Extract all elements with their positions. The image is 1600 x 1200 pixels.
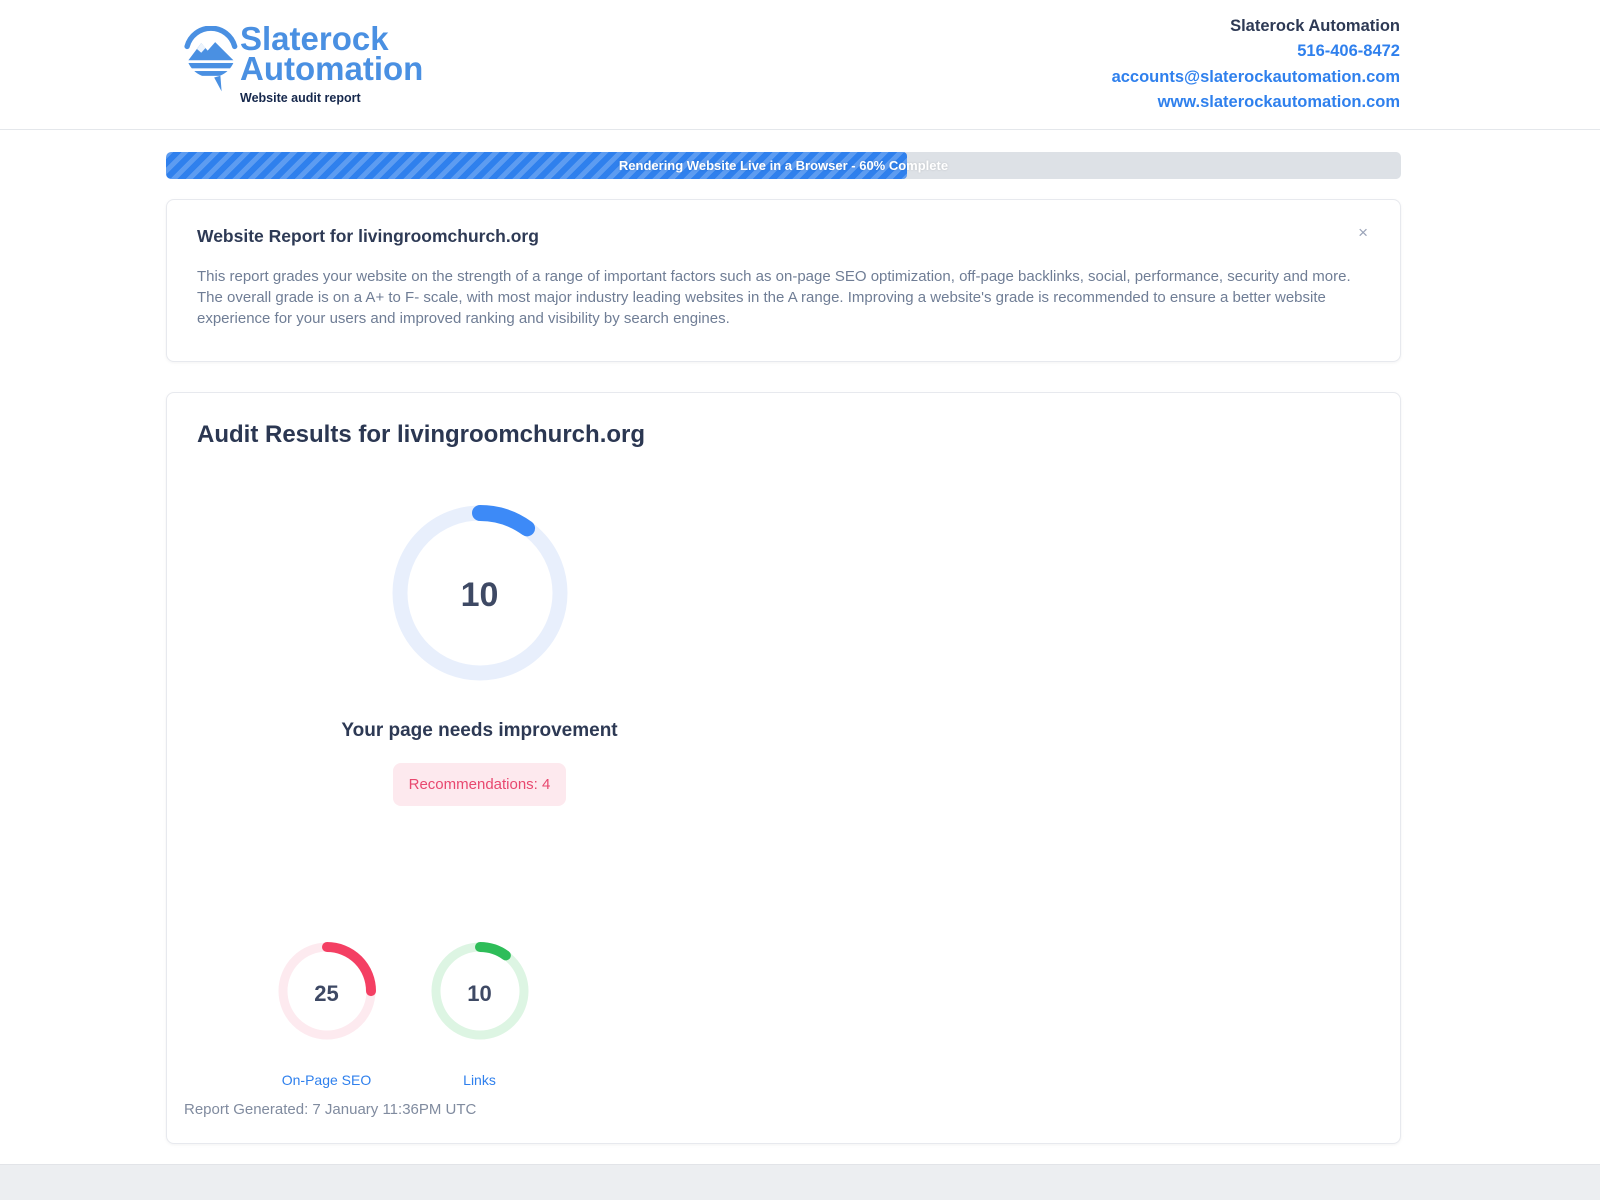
overall-score-value: 10: [460, 576, 499, 614]
render-progress-bar: Rendering Website Live in a Browser - 60…: [166, 152, 1401, 179]
progress-label: Rendering Website Live in a Browser - 60…: [618, 158, 949, 173]
close-icon[interactable]: ×: [1358, 223, 1368, 242]
audit-card-title: Audit Results for livingroomchurch.org: [197, 421, 646, 448]
website-report-card: Website Report for livingroomchurch.org …: [166, 199, 1401, 362]
page-bottom-strip: [0, 1164, 1600, 1200]
onpage-seo-gauge: 25 On-Page SEO: [250, 942, 403, 1090]
progress-fill: [166, 152, 907, 179]
brand-name-line1: Slaterock: [240, 20, 389, 57]
audit-results-card: Audit Results for livingroomchurch.org 1…: [166, 392, 1401, 1144]
report-card-title: Website Report for livingroomchurch.org: [197, 226, 539, 246]
brand-tagline: Website audit report: [240, 91, 361, 105]
logo-text: Slaterock Automation Website audit repor…: [240, 20, 424, 105]
links-label[interactable]: Links: [463, 1072, 496, 1088]
page-header: Slaterock Automation Website audit repor…: [0, 0, 1600, 130]
sub-gauges-row: 25 On-Page SEO 10 Links: [197, 942, 762, 1090]
onpage-seo-gauge-ring-box: 25: [277, 942, 376, 1045]
links-score-value: 10: [467, 980, 492, 1006]
report-generated-timestamp: Report Generated: 7 January 11:36PM UTC: [184, 1101, 477, 1118]
contact-phone-link[interactable]: 516-406-8472: [1297, 42, 1400, 60]
magnifier-mountain-logo-icon: [184, 26, 238, 92]
contact-email-link[interactable]: accounts@slaterockautomation.com: [1111, 67, 1400, 86]
contact-info: Slaterock Automation 516-406-8472 accoun…: [1112, 14, 1400, 116]
links-gauge-ring-box: 10: [430, 942, 529, 1045]
score-section: 10 Your page needs improvement Recommend…: [197, 505, 762, 1090]
brand-name-line2: Automation: [240, 50, 424, 87]
links-gauge-ring: [430, 942, 529, 1040]
overall-score-gauge-ring: [391, 505, 568, 681]
contact-company-name: Slaterock Automation: [1230, 16, 1400, 35]
onpage-seo-score-value: 25: [314, 980, 339, 1006]
recommendations-badge: Recommendations: 4: [392, 763, 567, 806]
onpage-seo-gauge-ring: [277, 942, 376, 1040]
report-description: This report grades your website on the s…: [197, 268, 1351, 327]
onpage-seo-label[interactable]: On-Page SEO: [281, 1072, 372, 1088]
status-text: Your page needs improvement: [341, 720, 618, 741]
links-gauge: 10 Links: [403, 942, 556, 1090]
contact-website-link[interactable]: www.slaterockautomation.com: [1157, 93, 1400, 111]
overall-score-gauge: 10: [391, 505, 568, 686]
company-logo: Slaterock Automation Website audit repor…: [183, 20, 424, 105]
